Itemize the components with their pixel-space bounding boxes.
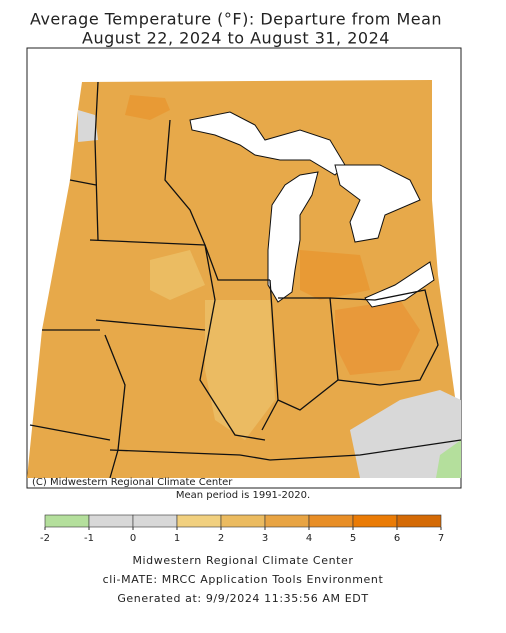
legend-tick-label: 1	[174, 533, 180, 544]
legend-tick-label: 6	[394, 533, 400, 544]
legend-tick-label: 3	[262, 533, 268, 544]
legend-tick-label: 7	[438, 533, 444, 544]
region-shade	[335, 300, 420, 375]
title: Average Temperature (°F): Departure from…	[30, 10, 442, 29]
region-shade	[78, 110, 98, 142]
legend-tick-label: -1	[84, 533, 94, 544]
legend-swatch	[88, 514, 134, 528]
subtitle: August 22, 2024 to August 31, 2024	[82, 29, 390, 48]
map: (C) Midwestern Regional Climate Center	[26, 47, 462, 489]
legend-tick-label: 2	[218, 533, 224, 544]
legend-tick-label: 4	[306, 533, 312, 544]
footer-line: Midwestern Regional Climate Center	[132, 554, 353, 567]
legend: -2 -1 0 1 2 3 4 5 6 7	[40, 514, 444, 544]
region-shade	[205, 300, 275, 440]
copyright: (C) Midwestern Regional Climate Center	[32, 477, 233, 488]
region-shade	[436, 440, 461, 478]
footer-line: Generated at: 9/9/2024 11:35:56 AM EDT	[117, 592, 368, 605]
lake-superior	[189, 111, 346, 176]
legend-tick-label: 0	[130, 533, 136, 544]
legend-swatch	[264, 514, 310, 528]
legend-swatch	[308, 514, 354, 528]
legend-swatch	[396, 514, 442, 528]
lake-huron	[334, 164, 421, 243]
legend-swatch	[132, 514, 178, 528]
legend-swatch	[220, 514, 266, 528]
state-lines	[29, 81, 462, 479]
legend-swatch	[176, 514, 222, 528]
region-shade	[125, 95, 170, 120]
legend-swatch	[352, 514, 398, 528]
legend-tick-label: 5	[350, 533, 356, 544]
region-shade	[350, 390, 461, 478]
legend-tick-label: -2	[40, 533, 50, 544]
region-shade	[150, 250, 205, 300]
lake-erie	[364, 261, 435, 308]
mean-note: Mean period is 1991-2020.	[176, 490, 310, 501]
legend-swatch	[44, 514, 90, 528]
lake-michigan	[267, 171, 319, 303]
footer-line: cli-MATE: MRCC Application Tools Environ…	[103, 573, 384, 586]
region-shade	[300, 250, 370, 300]
